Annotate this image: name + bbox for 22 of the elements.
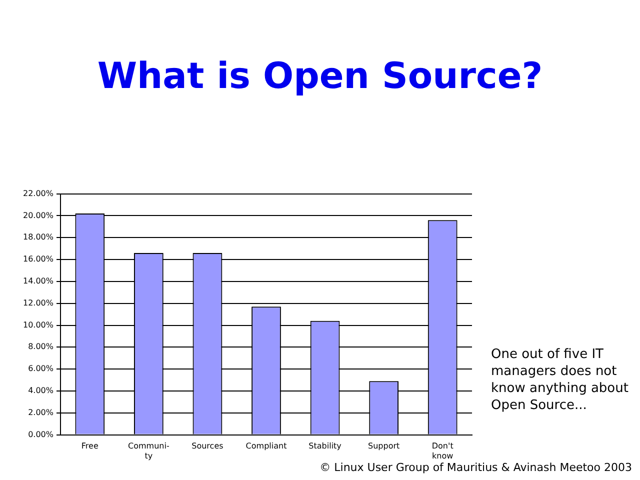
- x-tick-label: Don't know: [432, 442, 454, 460]
- x-tick-label: Support: [368, 442, 400, 451]
- y-tick-label: 10.00%: [22, 320, 54, 330]
- y-tick-label: 0.00%: [28, 430, 54, 439]
- text: © Linux User Group of Mauritius & Avinash Meetoo 2003: [320, 461, 632, 474]
- x-tick-label: Compliant: [246, 442, 287, 451]
- y-tick-label: 18.00%: [22, 232, 54, 242]
- x-tick-label: Sources: [192, 442, 224, 451]
- y-tick-label: 20.00%: [22, 210, 54, 220]
- x-tick-label: Stability: [308, 442, 342, 451]
- y-tick-label: 4.00%: [28, 386, 54, 396]
- y-tick-label: 14.00%: [22, 276, 54, 286]
- text: One out of five IT managers does not know anything about Open Source...: [491, 346, 630, 414]
- y-tick-label: 6.00%: [28, 364, 54, 374]
- chart-title: What is Open Source?: [96, 56, 544, 97]
- y-tick-label: 2.00%: [28, 408, 54, 417]
- y-tick-label: 8.00%: [28, 342, 54, 352]
- x-tick-label: Communi- ty: [128, 442, 170, 460]
- x-tick-label: Free: [81, 442, 98, 451]
- y-tick-label: 22.00%: [22, 188, 54, 198]
- y-tick-label: 16.00%: [22, 254, 54, 264]
- y-tick-label: 12.00%: [22, 298, 54, 308]
